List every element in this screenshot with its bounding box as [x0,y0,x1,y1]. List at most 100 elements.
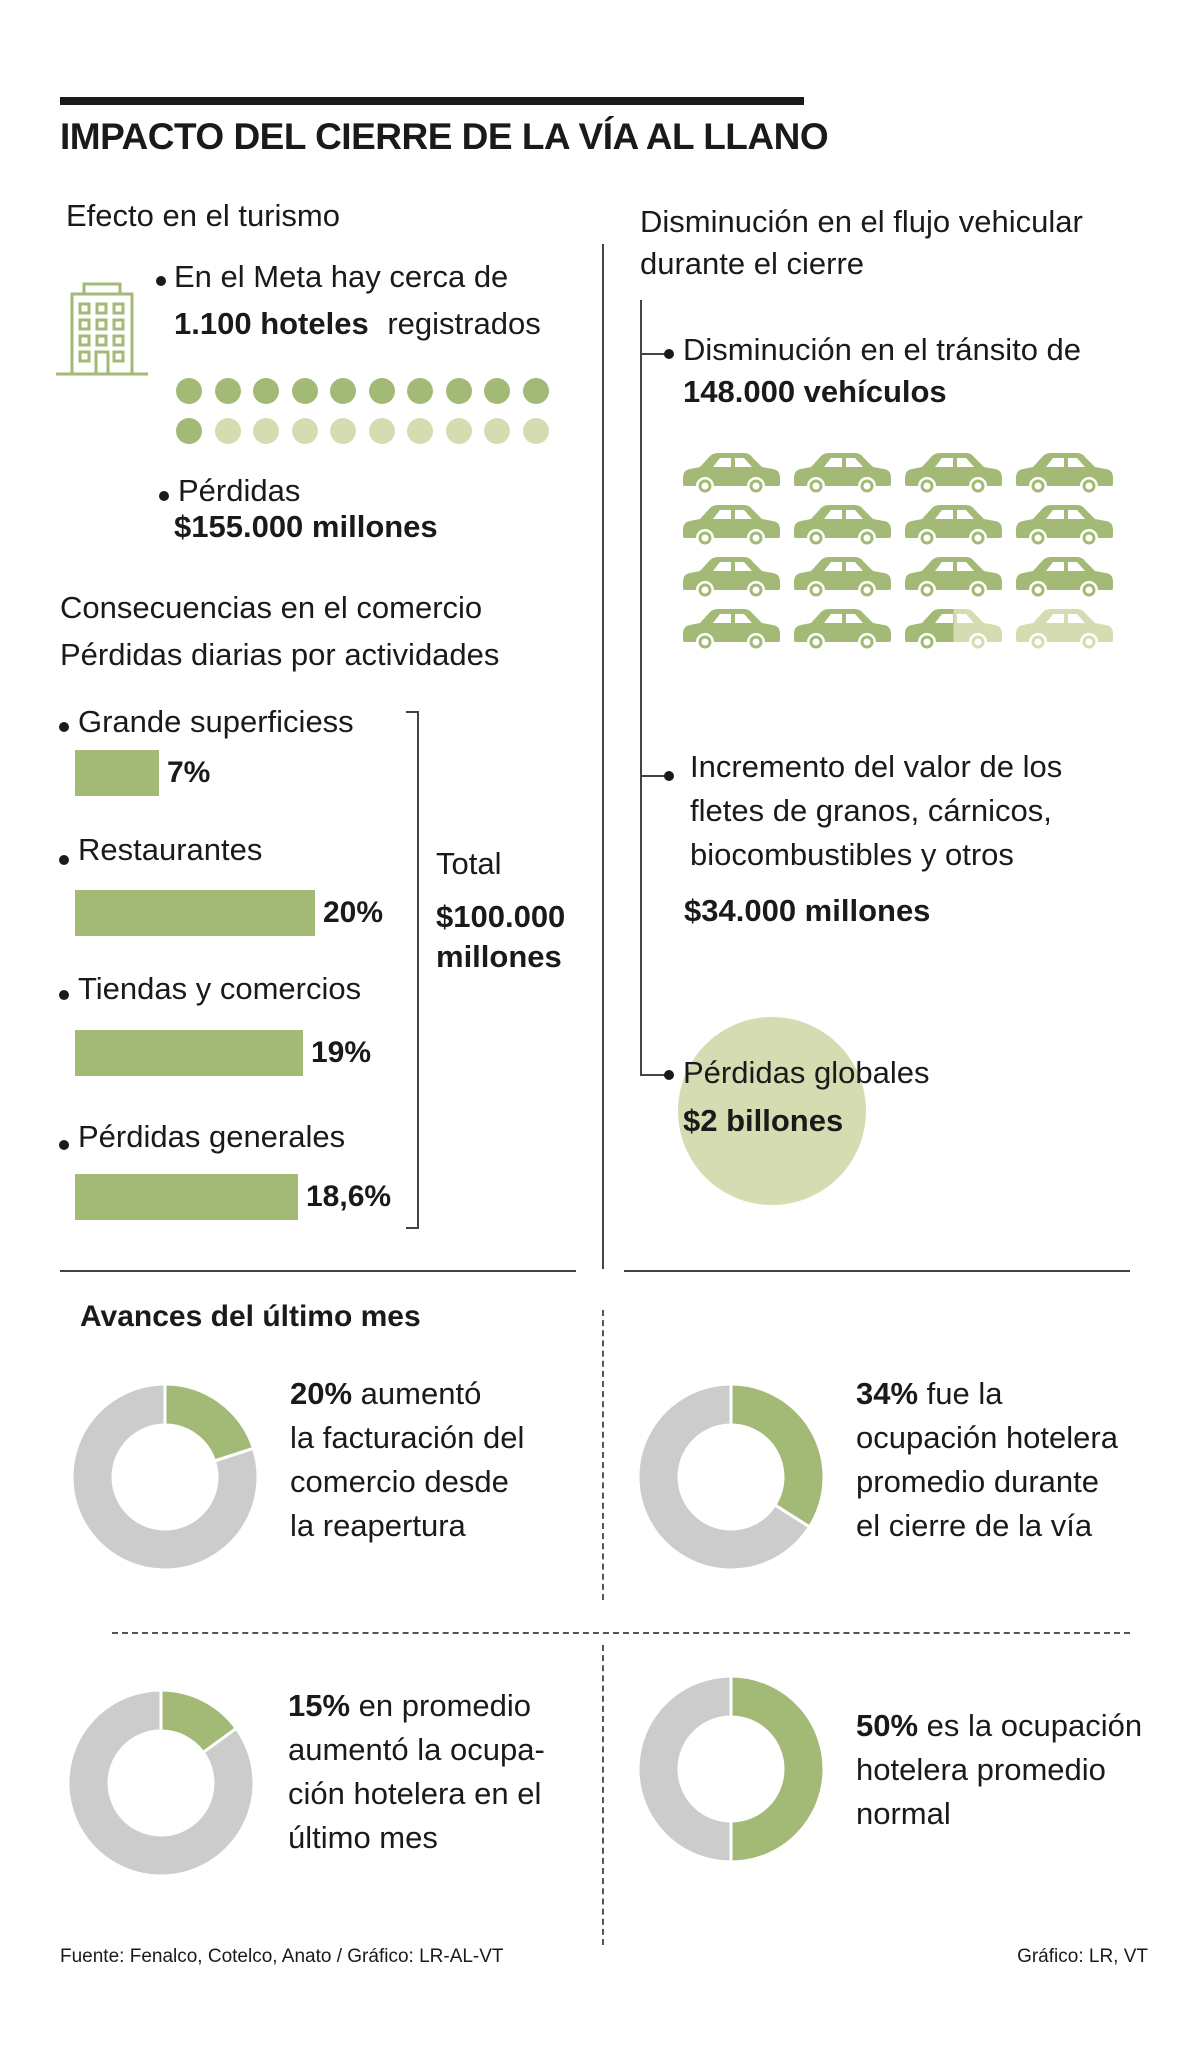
donut-rest-slice [638,1676,733,1862]
bar-tiendas [75,1030,303,1076]
dashed-divider-vertical [602,1310,604,1600]
hotel-building-icon [56,282,148,376]
bar-label-restaurantes: Restaurantes [78,832,263,867]
bar-value-tiendas: 19% [311,1036,372,1069]
donut-ocupacion-mes [68,1690,254,1876]
total-label: Total [436,846,502,881]
hotel-dot [368,378,395,404]
car-icon [683,557,780,599]
hotel-dot [330,418,356,444]
car-icon [905,557,1002,599]
donut-text-line: el cierre de la vía [856,1508,1093,1543]
bullet [59,722,69,732]
hotel-dot [330,378,356,404]
avances-heading: Avances del último mes [80,1300,421,1333]
bar-label-grandes: Grande superficiess [78,704,354,739]
dashed-divider-horizontal [112,1632,1130,1634]
car-icon [683,505,780,547]
bar-grandes [75,750,159,796]
donut-ocupacion-normal [638,1676,824,1862]
car-icon [794,609,891,651]
hotel-dot [445,378,472,404]
cars-grid [683,453,1113,651]
hotels-registered: registrados [387,306,541,341]
bullet [59,855,69,865]
hotels-count-line: 1.100 hoteles registrados [174,306,541,342]
hotel-dot [445,418,472,444]
donut-text-line: en promedio [358,1688,532,1723]
freight-line2: fletes de granos, cárnicos, [690,793,1052,828]
comercio-subheading: Pérdidas diarias por actividades [60,637,500,672]
hotels-count: 1.100 hoteles [174,306,369,341]
donut-text-line: ción hotelera en el [288,1776,542,1811]
donut-rest-slice [72,1384,258,1570]
freight-line1: Incremento del valor de los [690,749,1063,784]
donut-text-line: fue la [926,1376,1003,1411]
donut-value: 15% [288,1688,351,1723]
donut-text-line: promedio durante [856,1464,1099,1499]
donut-text-line: aumentó la ocupa- [288,1732,545,1767]
timeline-tick [640,775,668,777]
donut-text-ocupacion-cierre: 34% fue la ocupación hotelera promedio d… [856,1372,1118,1548]
donut-text-line: normal [856,1796,951,1831]
bullet [664,771,674,781]
timeline-line [640,300,642,1076]
bullet [59,990,69,1000]
donut-text-line: hotelera promedio [856,1752,1106,1787]
comercio-heading: Consecuencias en el comercio [60,590,483,625]
total-value-amount: $100.000 [436,899,566,934]
bullet [159,491,169,501]
tourism-losses-value: $155.000 millones [174,509,438,544]
section-rule-right [624,1270,1130,1272]
flujo-heading-line2: durante el cierre [640,246,865,281]
timeline-tick [640,353,668,355]
timeline-tick [640,1074,668,1076]
donut-value: 34% [856,1376,919,1411]
donut-text-facturacion: 20% aumentó la facturación del comercio … [290,1372,524,1548]
bar-label-generales: Pérdidas generales [78,1119,346,1154]
turismo-heading: Efecto en el turismo [66,198,340,233]
total-bracket [406,711,419,1229]
donut-text-line: la reapertura [290,1508,466,1543]
transit-value: 148.000 vehículos [683,374,947,409]
hotel-dot [522,378,549,404]
donut-value-slice [159,1690,239,1755]
car-icon [1016,453,1113,495]
footer-source: Fuente: Fenalco, Cotelco, Anato / Gráfic… [60,1946,504,1967]
car-icon [1016,505,1113,547]
donut-value-slice [729,1384,824,1529]
hotels-text: En el Meta hay cerca de [174,259,509,294]
hotel-dot [291,418,318,444]
donut-rest-slice [638,1384,812,1570]
bar-value-grandes: 7% [167,756,211,789]
hotel-dot [176,378,202,404]
car-icon [794,453,891,495]
flujo-heading-line1: Disminución en el flujo vehicular [640,204,1083,239]
car-icon [794,505,891,547]
car-icon [1016,557,1113,599]
donut-text-line: comercio desde [290,1464,509,1499]
donut-rest-slice [68,1690,254,1876]
donut-value: 20% [290,1376,353,1411]
hotel-dot [484,418,510,444]
bar-value-restaurantes: 20% [323,896,384,929]
bullet [664,349,674,359]
donut-text-ocupacion-normal: 50% es la ocupación hotelera promedio no… [856,1704,1142,1836]
hotel-dot [484,378,510,404]
donut-value-slice [729,1676,824,1862]
bar-generales [75,1174,298,1220]
hotel-dot [522,418,549,444]
car-icon [905,505,1002,547]
donut-value-slice [163,1384,256,1463]
global-losses-value: $2 billones [683,1103,844,1138]
hotel-dot [214,418,241,444]
hotel-dot [253,418,279,444]
bullet [59,1140,69,1150]
donut-ocupacion-cierre [638,1384,824,1570]
donut-text-line: último mes [288,1820,438,1855]
title-rule [60,97,804,105]
footer-credit: Gráfico: LR, VT [1017,1946,1148,1967]
bullet [156,276,166,286]
car-icon [1016,609,1113,651]
hotel-dot [368,418,395,444]
